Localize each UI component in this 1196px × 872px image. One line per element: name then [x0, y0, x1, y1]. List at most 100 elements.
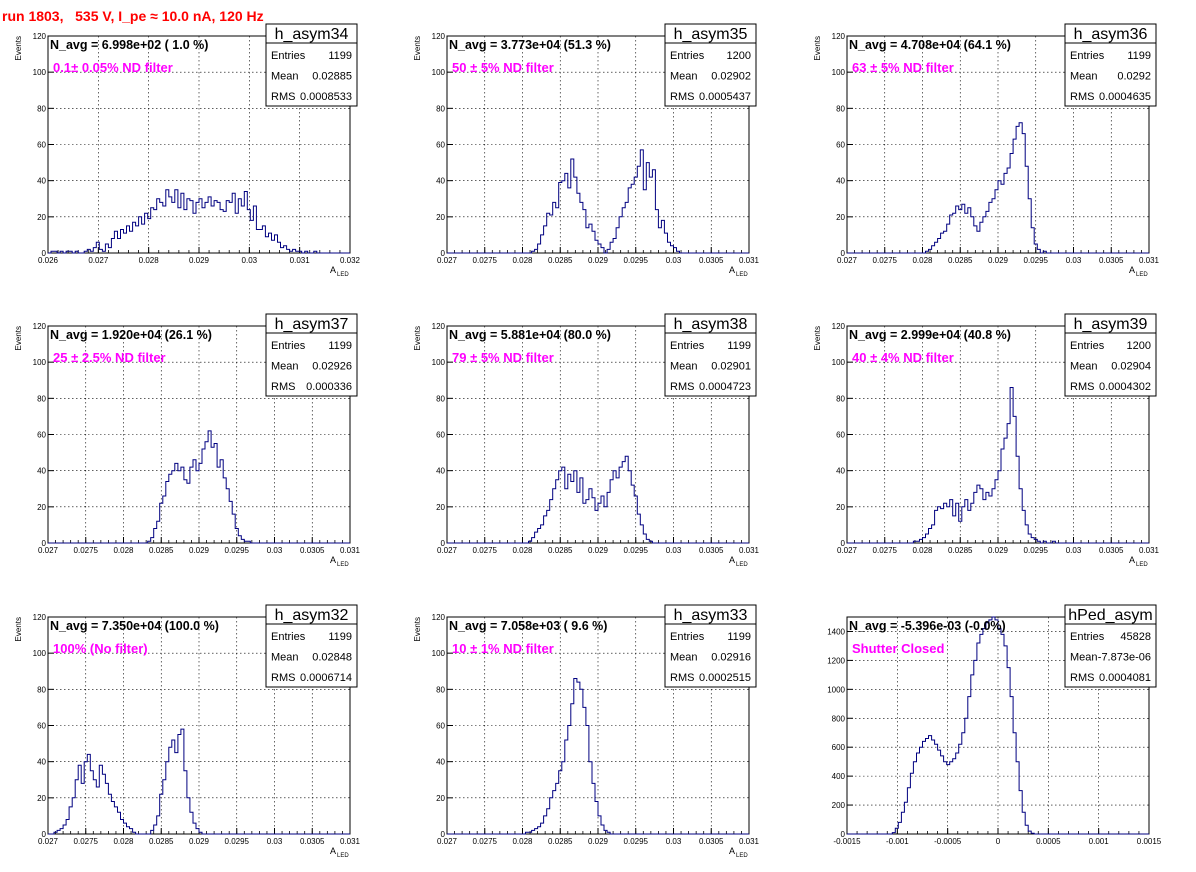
- hist-name: h_asym36: [1074, 26, 1148, 43]
- filter-annotation: Shutter Closed: [852, 641, 945, 656]
- x-tick-label: 0.031: [340, 837, 361, 846]
- x-tick-label: 0.0295: [1024, 546, 1049, 555]
- panel-h_asym33: 0.027 0.0275 0.028 0.0285 0.029 0.0295 0.03 0.0…: [413, 604, 760, 859]
- x-tick-label: 0.03: [242, 256, 258, 265]
- x-tick-label: 0.03: [1066, 256, 1082, 265]
- stats-value-entries: 1199: [328, 50, 352, 62]
- stats-value-mean: 0.02901: [711, 361, 751, 373]
- x-axis-label: A: [729, 555, 735, 565]
- stats-label-entries: Entries: [271, 50, 306, 62]
- x-tick-label: 0.0285: [948, 546, 973, 555]
- histogram-line: [447, 455, 749, 544]
- stats-label-rms: RMS: [1070, 672, 1094, 684]
- stats-label-entries: Entries: [670, 631, 705, 643]
- panel-hPed_asym: -0.0015 -0.001 -0.0005 0 0.0005 0.001 0.0015 0 2…: [827, 604, 1162, 846]
- y-tick-label: 20: [37, 213, 46, 222]
- x-tick-label: 0.028: [912, 256, 933, 265]
- stats-label-rms: RMS: [670, 381, 694, 393]
- stats-label-entries: Entries: [271, 340, 306, 352]
- y-tick-label: 80: [436, 104, 445, 113]
- stats-value-rms: 0.0008533: [300, 91, 352, 103]
- navg-label: N_avg = 7.350e+04 (100.0 %): [50, 619, 219, 633]
- x-tick-label: 0.0275: [473, 256, 498, 265]
- filter-annotation: 40 ± 4% ND filter: [852, 350, 954, 365]
- y-axis-label: Events: [413, 36, 422, 60]
- x-tick-label: 0.03: [267, 546, 283, 555]
- y-tick-label: 120: [432, 322, 446, 331]
- x-tick-label: 0.0015: [1137, 837, 1162, 846]
- y-tick-label: 120: [33, 32, 47, 41]
- hist-name: h_asym33: [674, 607, 748, 624]
- stats-value-rms: 0.0004081: [1099, 672, 1151, 684]
- stats-label-mean: Mean: [271, 361, 299, 373]
- x-axis-label: A: [330, 555, 336, 565]
- y-tick-label: 0: [42, 830, 47, 839]
- y-tick-label: 60: [37, 722, 46, 731]
- hist-name: h_asym38: [674, 316, 748, 333]
- y-axis-label: Events: [14, 326, 23, 350]
- y-tick-label: 0: [441, 539, 446, 548]
- y-tick-label: 40: [37, 467, 46, 476]
- y-tick-label: 40: [836, 177, 845, 186]
- stats-label-mean: Mean: [670, 652, 698, 664]
- stats-box: [1064, 313, 1157, 397]
- y-axis-label: Events: [14, 617, 23, 641]
- x-tick-label: 0.0305: [1099, 256, 1124, 265]
- x-axis-label: A: [729, 265, 735, 275]
- stats-box: [265, 604, 358, 688]
- x-tick-label: 0.0295: [1024, 256, 1049, 265]
- x-tick-label: 0.029: [588, 546, 609, 555]
- navg-label: N_avg = 3.773e+04 (51.3 %): [449, 38, 611, 52]
- x-tick-label: 0.031: [739, 256, 760, 265]
- y-tick-label: 0: [841, 249, 846, 258]
- stats-label-entries: Entries: [670, 50, 705, 62]
- y-tick-label: 60: [836, 431, 845, 440]
- x-tick-label: 0.03: [666, 546, 682, 555]
- y-tick-label: 60: [37, 141, 46, 150]
- x-tick-label: 0.028: [113, 837, 134, 846]
- stats-label-mean: Mean: [271, 652, 299, 664]
- stats-value-entries: 1199: [727, 631, 751, 643]
- x-tick-label: 0.029: [189, 256, 210, 265]
- stats-box: [265, 313, 358, 397]
- x-tick-label: 0.028: [139, 256, 160, 265]
- stats-value-rms: 0.0004723: [699, 381, 751, 393]
- y-tick-label: 80: [836, 104, 845, 113]
- y-tick-label: 60: [436, 431, 445, 440]
- stats-label-mean: Mean: [271, 71, 299, 83]
- navg-label: N_avg = 2.999e+04 (40.8 %): [849, 328, 1011, 342]
- y-axis-label: Events: [813, 36, 822, 60]
- x-tick-label: 0.0275: [873, 256, 898, 265]
- hist-name: h_asym35: [674, 26, 748, 43]
- panel-h_asym38: 0.027 0.0275 0.028 0.0285 0.029 0.0295 0.03 0.0…: [413, 313, 760, 568]
- y-tick-label: 600: [832, 743, 846, 752]
- x-tick-label: 0.029: [988, 256, 1009, 265]
- x-tick-label: 0.031: [290, 256, 311, 265]
- stats-value-entries: 1199: [328, 631, 352, 643]
- y-tick-label: 20: [37, 503, 46, 512]
- navg-label: N_avg = 1.920e+04 (26.1 %): [50, 328, 212, 342]
- stats-value-entries: 1200: [1127, 340, 1151, 352]
- panel-h_asym37: 0.027 0.0275 0.028 0.0285 0.029 0.0295 0.03 0.0…: [14, 313, 361, 568]
- stats-value-entries: 1199: [328, 340, 352, 352]
- x-tick-label: 0.031: [1139, 546, 1160, 555]
- x-tick-label: 0.0275: [473, 837, 498, 846]
- x-tick-label: 0: [996, 837, 1001, 846]
- stats-label-rms: RMS: [1070, 91, 1094, 103]
- y-axis-label: Events: [413, 617, 422, 641]
- stats-label-mean: Mean: [1070, 361, 1098, 373]
- stats-label-entries: Entries: [670, 340, 705, 352]
- y-tick-label: 100: [33, 358, 47, 367]
- x-tick-label: 0.032: [340, 256, 361, 265]
- stats-label-rms: RMS: [1070, 381, 1094, 393]
- stats-label-mean: Mean: [1070, 652, 1098, 664]
- histogram-line: [48, 728, 350, 835]
- panel-h_asym35: 0.027 0.0275 0.028 0.0285 0.029 0.0295 0.03 0.0…: [413, 23, 760, 278]
- stats-box: [265, 23, 358, 107]
- stats-value-mean: 0.02916: [711, 652, 751, 664]
- x-axis-label-sub: LED: [337, 272, 349, 278]
- y-tick-label: 40: [436, 467, 445, 476]
- y-tick-label: 120: [33, 322, 47, 331]
- stats-label-rms: RMS: [670, 672, 694, 684]
- x-tick-label: 0.0295: [624, 546, 649, 555]
